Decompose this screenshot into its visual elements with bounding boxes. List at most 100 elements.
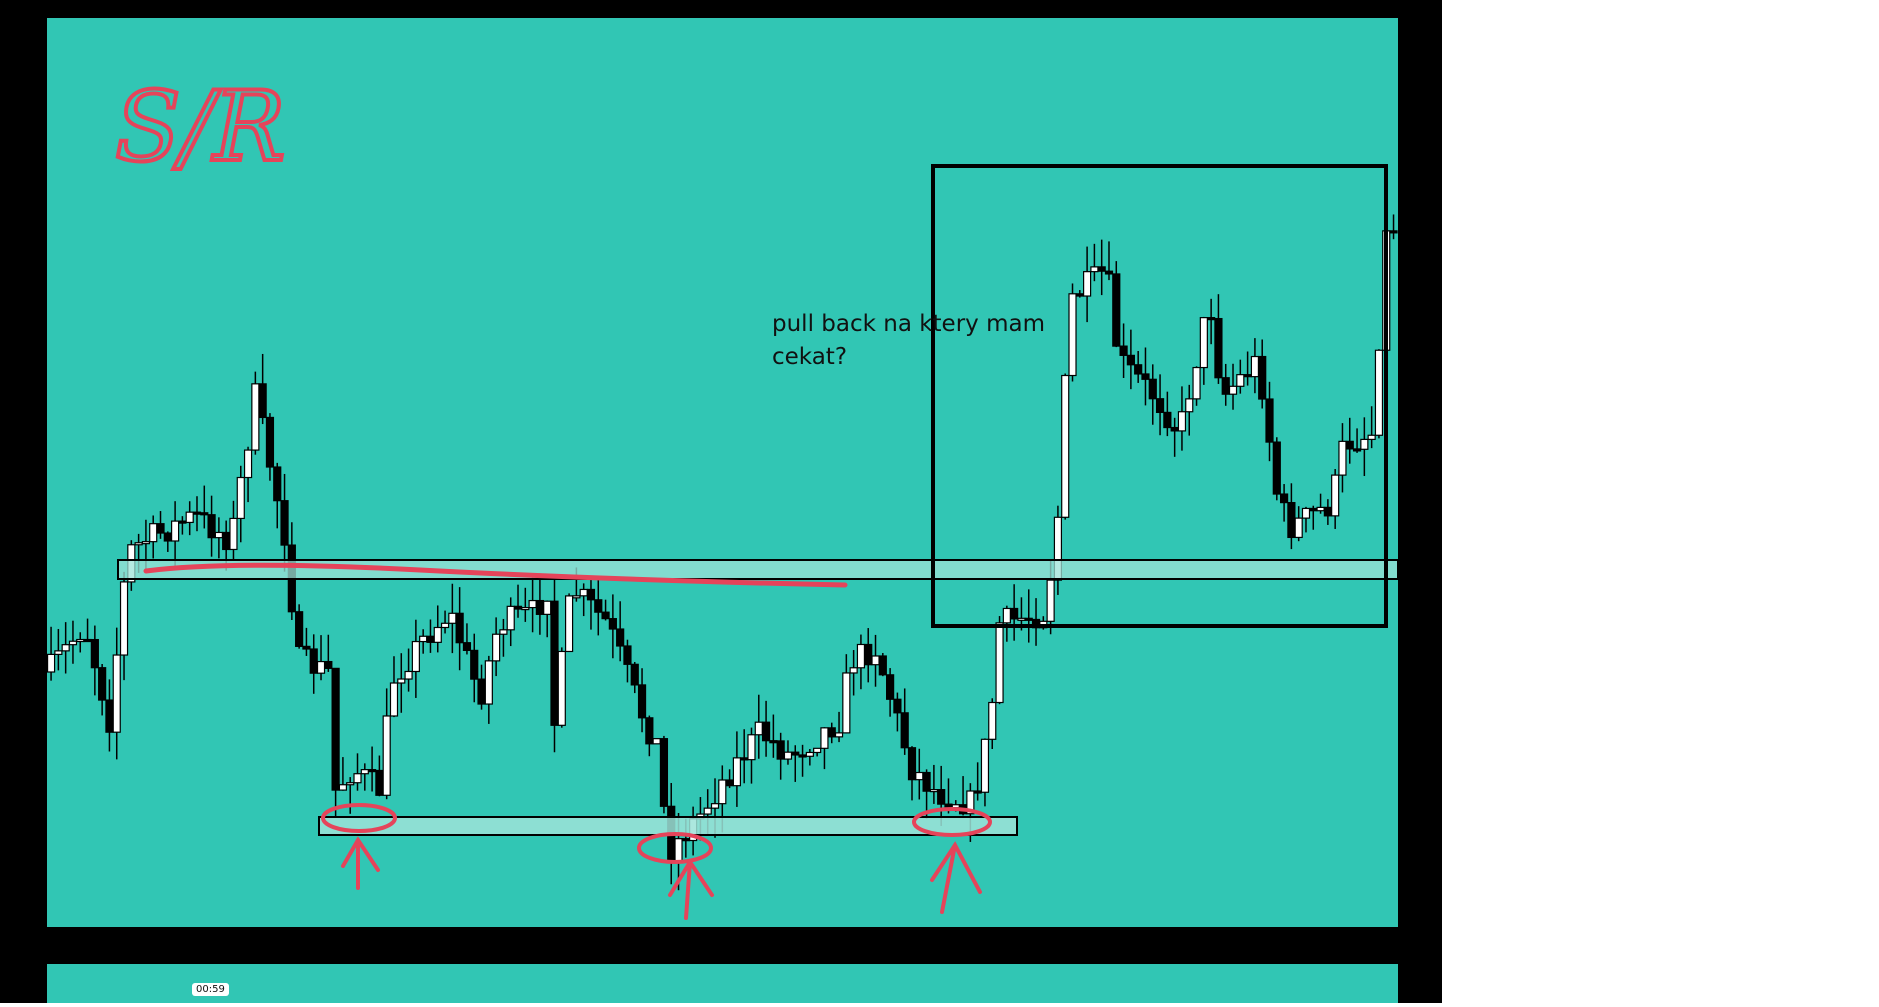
candle-body [1243, 374, 1252, 378]
candle-body [192, 511, 202, 515]
candle-body [302, 645, 311, 650]
candle-body [492, 633, 501, 662]
candle-body [732, 757, 741, 787]
candle-body [594, 599, 603, 613]
candle-body [1112, 273, 1121, 347]
candle-body [112, 654, 121, 733]
candlesticks [46, 205, 1398, 891]
candle-body [1323, 506, 1332, 517]
candle-body [637, 684, 647, 719]
candle-body [973, 790, 982, 794]
candle-body [76, 638, 85, 643]
candle-body [601, 611, 610, 620]
candle-body [886, 674, 895, 700]
candle-body [1250, 355, 1260, 378]
candle-body [455, 612, 464, 644]
candle-body [1141, 373, 1150, 380]
candle-body [265, 416, 275, 468]
candle-body [1053, 516, 1063, 581]
candle-body [1075, 293, 1084, 297]
candle-body [579, 588, 588, 597]
candle-body [105, 699, 114, 733]
candle-body [754, 721, 763, 736]
candle-body [805, 751, 814, 757]
candle-body [878, 655, 887, 676]
candle-body [404, 670, 413, 680]
candle-body [1185, 398, 1194, 413]
candle-body [1148, 378, 1157, 400]
candle-body [229, 517, 238, 551]
candle-body [528, 599, 537, 609]
candle-body [484, 660, 493, 705]
candle-body [119, 581, 129, 656]
candle-body [893, 698, 902, 714]
candle-body [1068, 293, 1077, 377]
candle-body [747, 734, 756, 761]
candle-body [1119, 345, 1128, 356]
candle-body [1228, 385, 1238, 395]
candle-body [791, 751, 800, 756]
candle-body [149, 523, 158, 543]
candle-body [659, 738, 669, 807]
candle-body [1316, 506, 1325, 512]
candle-body [1163, 411, 1172, 429]
candle-body [1061, 374, 1070, 518]
candle-body [61, 644, 70, 652]
red-line [143, 562, 848, 588]
candle-body [243, 449, 253, 479]
candle-body [367, 769, 377, 773]
candle-body [1192, 366, 1201, 400]
candle-body [616, 628, 625, 647]
candle-body [849, 667, 858, 674]
candle-body [1024, 617, 1033, 621]
candle-body [251, 383, 260, 451]
candle-body [316, 660, 326, 674]
candle-body [681, 838, 690, 842]
candle-body [1010, 607, 1019, 620]
candle-body [1170, 426, 1179, 432]
handwritten-label: S/R [115, 71, 285, 183]
arrow [930, 841, 982, 914]
candle-body [827, 727, 836, 738]
candle-body [718, 779, 727, 805]
candle-body [1360, 438, 1369, 450]
candle-body [1214, 317, 1223, 379]
candle-body [477, 678, 486, 705]
candle-body [141, 541, 151, 545]
candle-body [222, 531, 231, 551]
candle-body [207, 514, 216, 539]
candle-body [652, 738, 661, 745]
candle-body [1301, 507, 1311, 519]
candle-body [46, 653, 56, 673]
candle-body [871, 655, 880, 666]
candle-body [783, 751, 793, 760]
candle-body [1236, 374, 1245, 387]
candle-body [134, 542, 143, 546]
candle-body [995, 622, 1004, 704]
candle-body [988, 701, 997, 740]
candle-body [470, 649, 479, 680]
candle-body [185, 511, 194, 524]
candle-body [1265, 398, 1274, 443]
candle-body [338, 784, 348, 791]
candle-body [1338, 440, 1347, 476]
candle-body [433, 626, 442, 643]
candle-body [360, 769, 369, 775]
candle-body [834, 732, 844, 738]
candle-body [1287, 502, 1296, 539]
candle-body [966, 790, 975, 815]
candle-body [1389, 230, 1398, 234]
candle-body [856, 643, 866, 669]
arrow [668, 858, 714, 920]
candle-body [506, 605, 515, 631]
candle-body [280, 500, 289, 546]
candle-body [557, 650, 566, 726]
candle-body [295, 611, 304, 647]
candle-body [864, 643, 873, 666]
candle-body [915, 771, 924, 781]
candle-body [761, 721, 771, 742]
candle-body [1345, 440, 1354, 450]
candle-body [630, 663, 639, 686]
candle-body [1309, 507, 1318, 512]
